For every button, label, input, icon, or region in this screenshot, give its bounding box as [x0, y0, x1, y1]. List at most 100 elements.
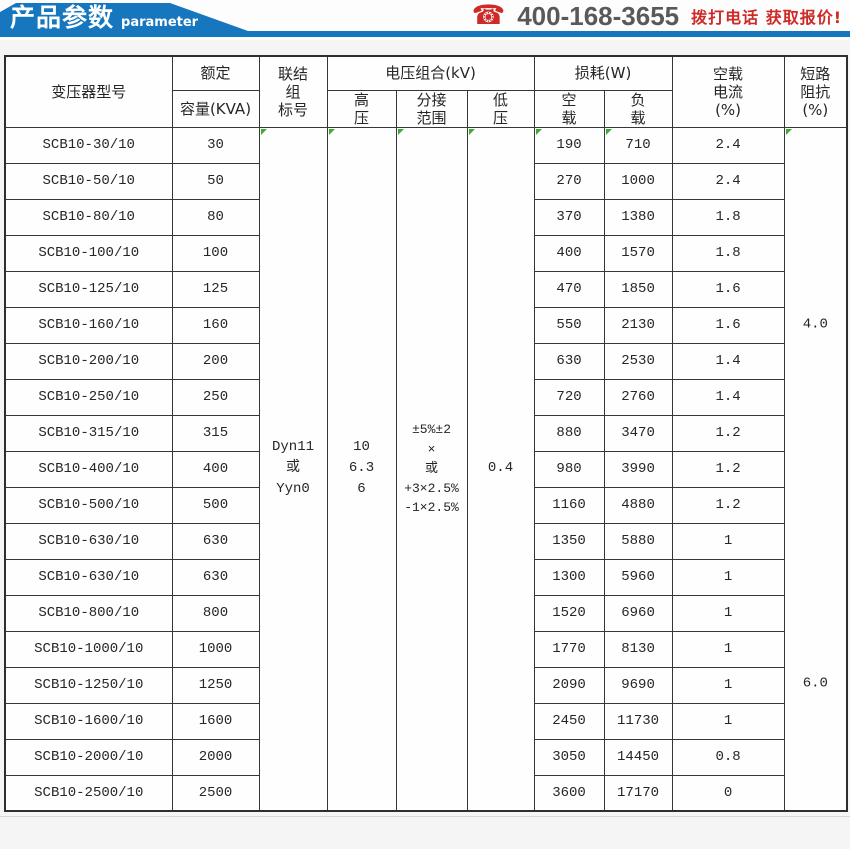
table-row: SCB10-30/10 30 Dyn11 或 Yyn0 10 6.3 6 ±5%±2 × 或 +3×2… [4, 126, 848, 812]
model-cell: SCB10-1600/10 [4, 702, 173, 740]
model-cell: SCB10-30/10 [4, 126, 173, 164]
no-load-cell: 2090 [533, 666, 605, 704]
capacity-cell: 200 [171, 342, 260, 380]
no-load-cell: 3600 [533, 774, 605, 812]
load-cell: 14450 [603, 738, 673, 776]
load-cell: 17170 [603, 774, 673, 812]
current-cell: 1.2 [671, 486, 785, 524]
model-cell: SCB10-200/10 [4, 342, 173, 380]
current-cell: 0 [671, 774, 785, 812]
page-title-cn: 产品参数 [10, 3, 115, 32]
capacity-cell: 160 [171, 306, 260, 344]
no-load-cell: 1350 [533, 522, 605, 560]
impedance-value: 4.0 [802, 316, 828, 333]
phone-icon: ☎ [471, 0, 506, 31]
capacity-cell: 80 [171, 198, 260, 236]
current-cell: 1.8 [671, 234, 785, 272]
phone-group: ☎ 400-168-3655 拨打电话 获取报价! [472, 0, 842, 32]
banner-ribbon [0, 3, 850, 37]
table-row: SCB10-400/10 400 980 3990 1.2 [4, 450, 847, 488]
load-cell: 6960 [603, 594, 673, 632]
capacity-cell: 30 [171, 126, 260, 164]
no-load-cell: 1160 [533, 486, 605, 524]
header-no-load: 空载 [533, 89, 605, 128]
current-cell: 0.8 [671, 738, 785, 776]
impedance-cell: 4.0 6.0 [783, 126, 848, 812]
load-cell: 3990 [603, 450, 673, 488]
no-load-cell: 470 [533, 270, 605, 308]
header-voltage-group: 电压组合(kV) [326, 55, 535, 91]
phone-cta[interactable]: 拨打电话 获取报价! [691, 8, 842, 27]
model-cell: SCB10-80/10 [4, 198, 173, 236]
current-cell: 1 [671, 630, 785, 668]
table-row: SCB10-2000/10 2000 3050 14450 0.8 [4, 738, 847, 776]
no-load-cell: 400 [533, 234, 605, 272]
capacity-cell: 800 [171, 594, 260, 632]
model-cell: SCB10-630/10 [4, 522, 173, 560]
current-cell: 1.4 [671, 342, 785, 380]
table-row: SCB10-630/10 630 1300 5960 1 [4, 558, 847, 596]
load-cell: 5880 [603, 522, 673, 560]
model-cell: SCB10-400/10 [4, 450, 173, 488]
table-row: SCB10-125/10 125 470 1850 1.6 [4, 270, 847, 308]
capacity-cell: 500 [171, 486, 260, 524]
current-cell: 2.4 [671, 126, 785, 164]
header-impedance: 短路 阻抗 (%) [783, 55, 848, 128]
model-cell: SCB10-1250/10 [4, 666, 173, 704]
table-row: SCB10-1250/10 1250 2090 9690 1 [4, 666, 847, 704]
load-cell: 1380 [603, 198, 673, 236]
header-tap: 分接 范围 [395, 89, 468, 128]
params-table: 变压器型号 额定 联结组标号 电压组合(kV) 损耗(W) 空载 电流 (%) 短路… [4, 55, 849, 812]
current-cell: 1.6 [671, 306, 785, 344]
table-row: SCB10-2500/10 2500 3600 17170 0 [4, 774, 847, 812]
no-load-cell: 720 [533, 378, 605, 416]
capacity-cell: 630 [171, 522, 260, 560]
page-title-en: parameter [121, 15, 199, 30]
table-row: SCB10-100/10 100 400 1570 1.8 [4, 234, 847, 272]
no-load-cell: 3050 [533, 738, 605, 776]
capacity-cell: 315 [171, 414, 260, 452]
load-cell: 2130 [603, 306, 673, 344]
load-cell: 8130 [603, 630, 673, 668]
model-cell: SCB10-100/10 [4, 234, 173, 272]
model-cell: SCB10-250/10 [4, 378, 173, 416]
load-cell: 5960 [603, 558, 673, 596]
load-cell: 1570 [603, 234, 673, 272]
current-cell: 1.4 [671, 378, 785, 416]
capacity-cell: 1000 [171, 630, 260, 668]
page-title: 产品参数 parameter [10, 0, 198, 32]
no-load-cell: 370 [533, 198, 605, 236]
table-row: SCB10-50/10 50 270 1000 2.4 [4, 162, 847, 200]
load-cell: 9690 [603, 666, 673, 704]
no-load-cell: 270 [533, 162, 605, 200]
capacity-cell: 50 [171, 162, 260, 200]
current-cell: 1 [671, 702, 785, 740]
header-capacity: 容量(KVA) [171, 89, 260, 128]
model-cell: SCB10-50/10 [4, 162, 173, 200]
model-cell: SCB10-315/10 [4, 414, 173, 452]
no-load-cell: 1520 [533, 594, 605, 632]
no-load-cell: 2450 [533, 702, 605, 740]
no-load-cell: 980 [533, 450, 605, 488]
model-cell: SCB10-630/10 [4, 558, 173, 596]
load-cell: 11730 [603, 702, 673, 740]
capacity-cell: 2000 [171, 738, 260, 776]
phone-number: 400-168-3655 [517, 0, 680, 31]
no-load-cell: 550 [533, 306, 605, 344]
connection-cell: Dyn11 或 Yyn0 [258, 126, 328, 812]
table-header: 变压器型号 额定 联结组标号 电压组合(kV) 损耗(W) 空载 电流 (%) 短路… [4, 55, 848, 128]
no-load-cell: 1300 [533, 558, 605, 596]
current-cell: 1 [671, 522, 785, 560]
model-cell: SCB10-1000/10 [4, 630, 173, 668]
bottom-divider [0, 816, 850, 817]
current-cell: 1 [671, 666, 785, 704]
capacity-cell: 250 [171, 378, 260, 416]
header-load: 负载 [603, 89, 673, 128]
impedance-value: 6.0 [802, 675, 828, 692]
load-cell: 710 [603, 126, 673, 164]
current-cell: 1.2 [671, 450, 785, 488]
no-load-cell: 880 [533, 414, 605, 452]
current-cell: 1 [671, 594, 785, 632]
header-hv: 高压 [326, 89, 397, 128]
model-cell: SCB10-2500/10 [4, 774, 173, 812]
